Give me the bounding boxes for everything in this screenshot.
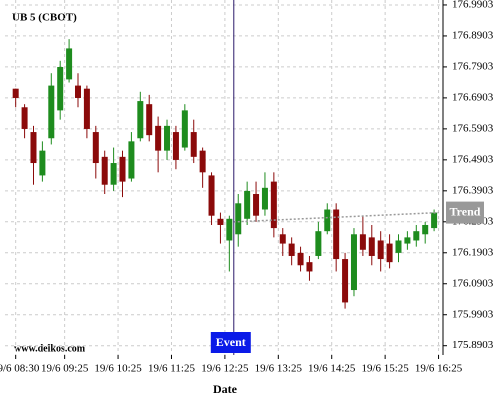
candle-body [146,104,153,136]
x-tick-label: 19/6 11:25 [148,363,195,375]
candle-body [137,101,144,139]
x-tick-label: 19/6 13:25 [255,363,303,375]
candle-body [359,234,366,250]
candle-body [350,234,357,291]
x-tick-label: 19/6 14:25 [308,363,356,375]
candle-body [30,132,37,164]
candle-body [12,88,19,98]
y-tick-label: 176.1903 [452,246,494,258]
candle-body [270,181,277,229]
y-tick-label: 175.9903 [452,308,494,320]
y-tick-label: 176.7903 [452,60,494,72]
event-label-box [210,332,251,353]
candle-body [21,107,28,129]
candle-body [217,218,224,225]
candle-body [422,224,429,235]
y-tick-label: 176.4903 [452,153,494,165]
candle-body [172,132,179,160]
y-tick-label: 176.5903 [452,122,494,134]
candle-body [306,262,313,272]
x-tick-label: 19/6 12:25 [201,363,249,375]
y-tick-label: 176.8903 [452,29,494,41]
candle-body [83,88,90,129]
candle-body [190,132,197,157]
candle-body [315,231,322,256]
candle-body [431,212,438,229]
candle-body [57,67,64,111]
candle-body [75,85,81,98]
candle-body [253,194,260,216]
x-tick-label: 19/6 08:30 [0,363,40,375]
trend-label-box [446,201,484,224]
candle-body [155,125,162,151]
candle-body [368,237,375,256]
candle-body [128,141,135,179]
candle-body [297,252,304,266]
candle-body [324,209,331,232]
candle-body [235,203,242,235]
candle-body [66,48,73,80]
y-tick-label: 176.3903 [452,184,494,196]
candle-body [279,234,286,244]
candle-body [164,125,171,151]
event-label: Event [216,335,246,349]
candle-body [199,150,206,173]
candle-body [333,209,340,260]
candle-body [48,85,55,139]
x-tick-label: 19/6 10:25 [94,363,142,375]
x-tick-label: 19/6 09:25 [41,363,89,375]
candle-body [39,150,46,176]
candle-body [261,187,268,210]
candle-body [208,175,215,216]
x-axis-label: Date [213,382,238,396]
candle-body [92,132,99,164]
candle-body [181,110,188,148]
candle-body [377,240,384,260]
candle-body [110,163,117,185]
y-tick-label: 176.0903 [452,277,494,289]
candle-body [386,243,393,263]
candle-body [288,243,295,256]
candle-body [342,259,349,303]
y-tick-label: 176.9903 [452,0,494,10]
x-tick-label: 19/6 15:25 [361,363,409,375]
y-tick-label: 176.6903 [452,91,494,103]
candle-body [244,190,251,219]
chart-title: UB 5 (CBOT) [12,12,77,24]
candle-body [226,218,233,241]
candle-body [404,237,411,244]
y-tick-label: 175.8903 [452,339,494,351]
watermark: www.delkos.com [14,343,86,354]
candle-body [119,156,126,182]
x-tick-label: 19/6 16:25 [415,363,463,375]
candle-body [413,231,420,241]
candle-body [395,240,402,253]
trend-label: Trend [450,204,481,218]
candle-body [101,156,108,185]
